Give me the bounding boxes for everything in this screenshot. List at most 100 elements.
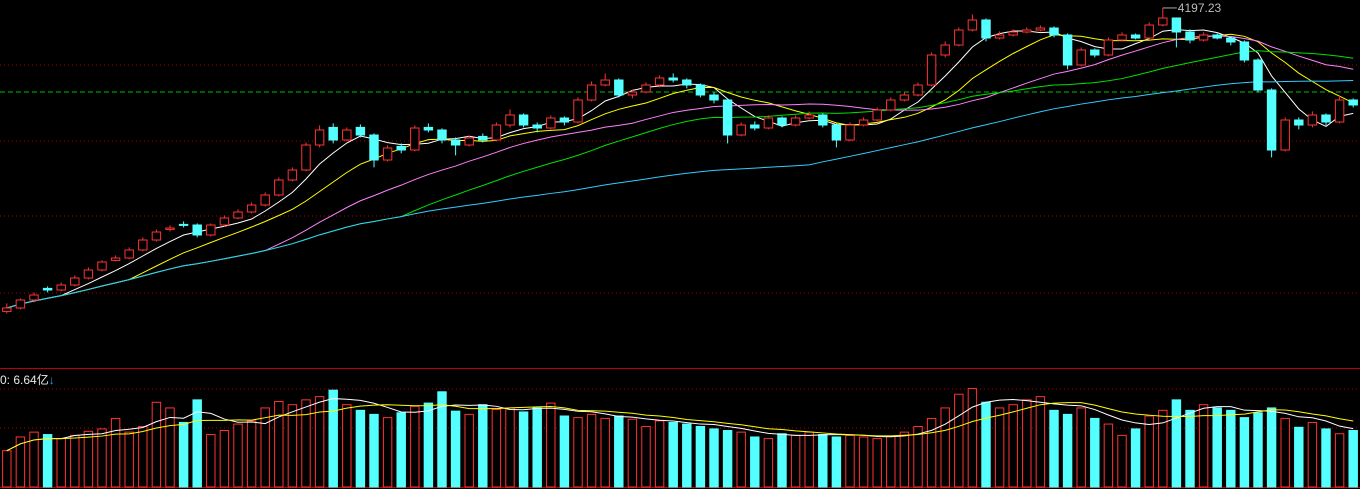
candle-up [886,99,896,111]
volume-bar-up [1008,404,1018,488]
volume-bar-up [124,431,134,488]
volume-bar-down [396,412,406,488]
candle-down [709,94,719,101]
candle-up [491,124,502,141]
price-ma-lines [6,29,1354,309]
volume-bar-up [287,404,298,488]
volume-bar-down [1239,417,1250,488]
candle-down [328,126,338,141]
candle-up [260,194,270,206]
candle-up [274,179,284,196]
volume-bar-down [450,410,461,488]
volume-bar-up [600,417,610,488]
candle-up [138,239,148,251]
volume-bar-up [654,420,665,488]
candle-down [1266,89,1277,151]
volume-bar-down [750,436,760,488]
volume-bar-up [246,420,257,488]
volume-bar-down [1130,428,1141,488]
candle-down [722,99,733,136]
candle-down [450,139,461,146]
candle-up [29,294,39,301]
candle-up [586,84,597,101]
volume-ma10-line [6,402,1354,452]
candle-up [464,137,474,146]
volume-bar-up [1334,433,1345,488]
candle-up [1103,39,1114,56]
volume-bar-up [586,413,597,488]
volume-bar-up [926,417,937,488]
volume-bar-up [151,401,162,488]
volume-bar-down [614,415,624,488]
volume-bar-up [1280,417,1290,488]
candle-up [654,77,665,86]
volume-bar-down [777,433,787,488]
candle-up [97,261,107,271]
volume-bar-up [546,402,556,488]
volume-bar-down [1226,409,1236,488]
volume-bar-down [981,401,991,488]
candle-down [192,224,202,236]
volume-bar-down [682,423,692,488]
volume-bar-up [573,417,583,488]
candle-up [314,129,325,146]
candle-up [219,217,230,226]
candle-down [1171,17,1182,33]
volume-bar-down [1253,412,1263,488]
volume-bar-down [1294,426,1304,488]
candle-up [858,119,869,126]
volume-bar-up [505,407,515,488]
candle-down [369,134,379,161]
candle-up [1008,31,1018,36]
ma10-line [6,33,1354,309]
volume-bar-down [42,434,53,488]
candle-down [178,223,189,226]
volume-bar-up [967,388,978,488]
volume-bar-down [328,389,338,488]
candle-up [940,44,950,56]
volume-bar-up [845,434,855,488]
candle-down [668,77,678,81]
volume-bar-up [274,400,284,488]
volume-bar-down [722,430,733,488]
candle-up [1307,114,1318,126]
volume-ma5-line [6,398,1354,452]
volume-bar-up [97,428,107,488]
candles [2,7,1358,314]
candle-down [1090,49,1100,56]
candle-up [967,19,978,31]
candle-down [1130,34,1141,39]
candle-up [342,129,352,141]
candle-up [382,147,393,161]
volume-bar-up [1022,399,1032,488]
volume-bar-up [260,407,270,488]
volume-bar-up [872,438,882,488]
ma30-line [6,50,1354,309]
candle-up [1280,119,1290,151]
volume-bar-down [695,425,706,488]
candle-up [804,114,814,119]
volume-bar-up [410,405,420,488]
volume-bar-up [56,438,66,488]
candle-down [981,19,991,39]
volume-bar-up [627,418,638,488]
candle-up [15,299,26,309]
volume-indicator-label: 0: 6.64亿↓ [0,371,55,388]
volume-bar-up [641,425,651,488]
candle-down [1321,114,1331,123]
candle-up [1158,17,1168,26]
volume-bar-up [763,438,774,488]
volume-bar-down [668,421,678,488]
max-price-label: 4197.23 [1178,1,1222,15]
volume-bar-up [804,431,814,488]
volume-bar-up [70,434,80,488]
candle-up [1076,49,1086,66]
volume-bar-up [83,430,94,488]
volume-bar-up [314,396,325,488]
volume-bar-up [165,407,175,488]
volume-bar-up [954,393,964,488]
candle-up [1035,27,1046,31]
volume-bar-down [1321,428,1331,488]
volume-bar-down [1212,407,1222,488]
